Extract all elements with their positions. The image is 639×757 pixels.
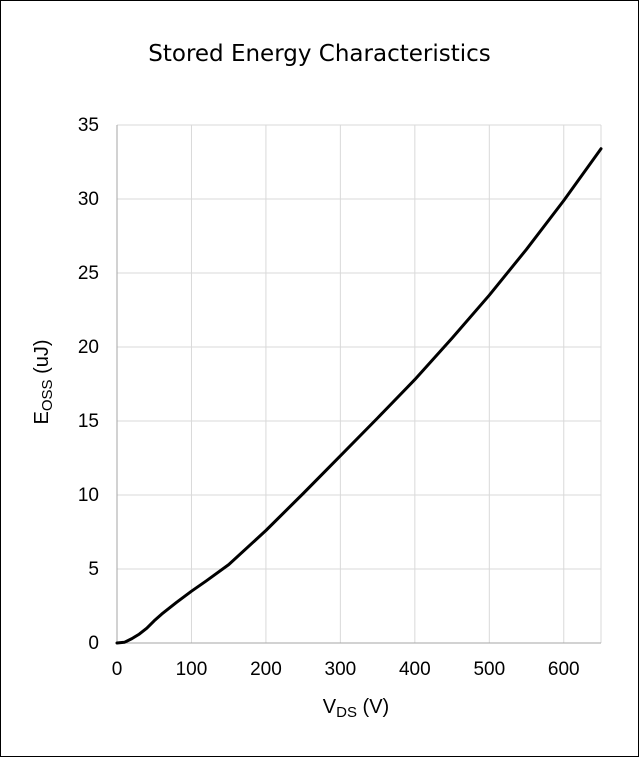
y-axis-label-suffix: (uJ) — [31, 339, 53, 379]
x-axis-label-suffix: (V) — [357, 696, 389, 718]
y-tick-label: 15 — [78, 411, 99, 432]
x-tick-label: 0 — [112, 659, 123, 680]
y-tick-label: 0 — [88, 633, 99, 654]
y-tick-labels: 0 5 10 15 20 25 30 35 — [78, 115, 99, 654]
x-tick-label: 100 — [176, 659, 208, 680]
y-tick-label: 35 — [78, 115, 99, 136]
y-tick-label: 20 — [78, 337, 99, 358]
x-tick-label: 600 — [548, 659, 580, 680]
x-tick-label: 200 — [250, 659, 282, 680]
x-tick-labels: 0 100 200 300 400 500 600 — [112, 659, 580, 680]
grid-lines — [117, 124, 602, 643]
chart-title: Stored Energy Characteristics — [148, 41, 491, 67]
y-axis-label-main: E — [31, 411, 53, 424]
x-axis-label-main: V — [323, 696, 337, 718]
y-tick-label: 25 — [78, 263, 99, 284]
x-axis-label-sub: DS — [336, 704, 357, 721]
series-line — [115, 147, 603, 645]
x-tick-label: 300 — [325, 659, 357, 680]
axes — [116, 125, 601, 644]
x-tick-label: 400 — [399, 659, 431, 680]
x-axis-label: VDS (V) — [323, 696, 389, 721]
series-group — [115, 147, 603, 645]
y-tick-label: 5 — [88, 559, 99, 580]
y-tick-label: 10 — [78, 485, 99, 506]
y-axis-label: EOSS (uJ) — [31, 339, 56, 424]
x-tick-label: 500 — [473, 659, 505, 680]
y-tick-label: 30 — [78, 189, 99, 210]
y-axis-label-sub: OSS — [39, 379, 56, 411]
